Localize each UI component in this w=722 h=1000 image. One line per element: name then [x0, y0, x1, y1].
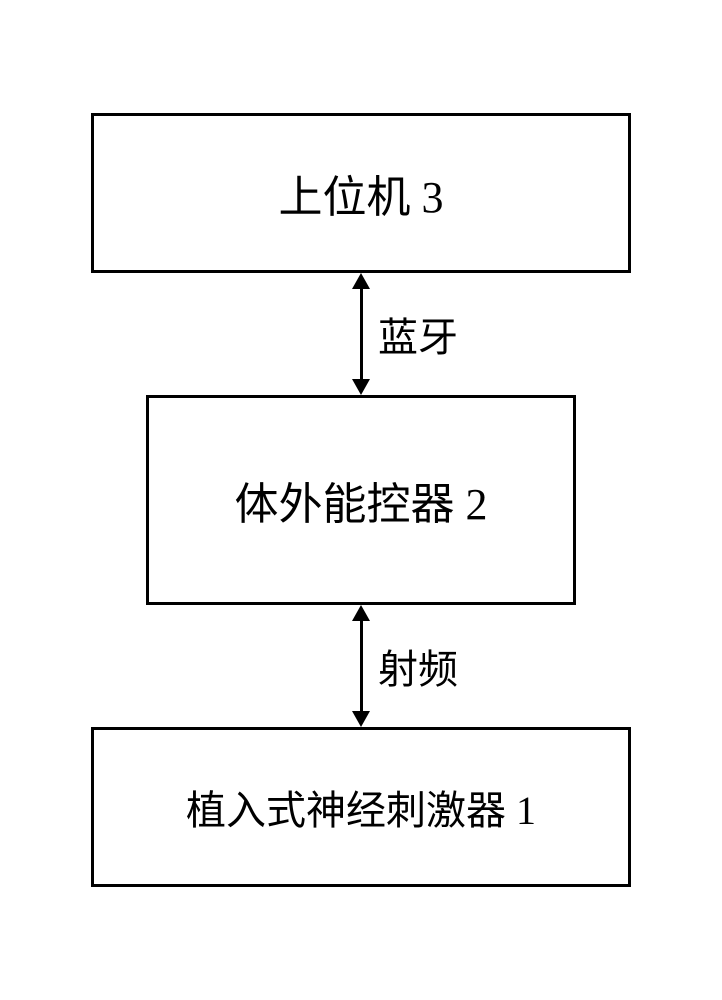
node-host: 上位机 3 — [91, 113, 631, 273]
edge-rf: 射频 — [352, 605, 370, 727]
connector-line — [360, 621, 363, 711]
arrow-down-icon — [352, 379, 370, 395]
edge-bluetooth-label: 蓝牙 — [378, 305, 458, 363]
node-controller: 体外能控器 2 — [146, 395, 576, 605]
block-diagram: 上位机 3 蓝牙 体外能控器 2 射频 植入式神经刺激器 1 — [91, 113, 631, 887]
node-host-label: 上位机 3 — [279, 161, 444, 225]
node-stimulator: 植入式神经刺激器 1 — [91, 727, 631, 887]
arrow-up-icon — [352, 273, 370, 289]
node-stimulator-label: 植入式神经刺激器 1 — [186, 778, 536, 836]
arrow-up-icon — [352, 605, 370, 621]
node-controller-label: 体外能控器 2 — [235, 468, 488, 532]
edge-rf-label: 射频 — [378, 637, 458, 695]
edge-bluetooth: 蓝牙 — [352, 273, 370, 395]
arrow-down-icon — [352, 711, 370, 727]
connector-line — [360, 289, 363, 379]
